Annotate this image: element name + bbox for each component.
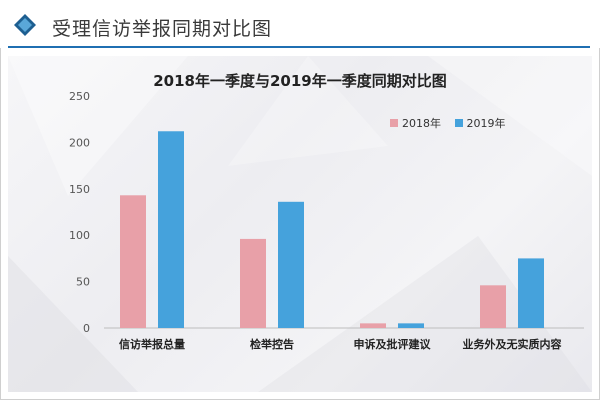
y-tick-label: 0: [83, 322, 90, 335]
legend-swatch-2019: [454, 119, 463, 127]
chart-legend: 2018年 2019年: [390, 115, 516, 131]
diamond-logo-icon: [14, 14, 36, 36]
y-tick-label: 200: [69, 136, 90, 149]
bar-2018-2: [360, 323, 386, 328]
bar-chart: 0 50 100 150 200 250 信访举报总量 检举控告 申诉及批评建议 业务外及无实质内…: [69, 90, 584, 351]
legend-item-2019: 2019年: [454, 115, 506, 131]
y-tick-label: 50: [76, 276, 90, 289]
x-tick-label: 信访举报总量: [119, 337, 185, 351]
legend-swatch-2018: [390, 119, 398, 127]
y-tick-label: 150: [69, 183, 90, 196]
legend-item-2018: 2018年: [390, 115, 441, 131]
bar-2019-3: [518, 258, 544, 328]
background-pattern: [8, 56, 592, 392]
bar-2019-1: [278, 201, 304, 328]
x-tick-label: 检举控告: [250, 337, 294, 351]
legend-label-2018: 2018年: [402, 117, 441, 130]
chart-panel: 2018年一季度与2019年一季度同期对比图 2018年 2019年 0 50 10…: [8, 56, 592, 392]
y-tick-label: 250: [69, 90, 90, 103]
bar-2019-0: [158, 131, 184, 328]
bar-2019-2: [398, 323, 424, 328]
x-tick-label: 业务外及无实质内容: [463, 337, 562, 351]
y-tick-label: 100: [69, 229, 90, 242]
x-tick-label: 申诉及批评建议: [354, 337, 432, 351]
bar-2018-1: [240, 238, 266, 328]
chart-title: 2018年一季度与2019年一季度同期对比图: [153, 72, 447, 90]
header-divider: [8, 46, 590, 48]
legend-label-2019: 2019年: [466, 117, 506, 130]
bar-2018-0: [120, 195, 146, 328]
bar-2018-3: [480, 285, 506, 328]
slide-title: 受理信访举报同期对比图: [52, 18, 273, 40]
slide-header: 受理信访举报同期对比图: [0, 0, 600, 48]
